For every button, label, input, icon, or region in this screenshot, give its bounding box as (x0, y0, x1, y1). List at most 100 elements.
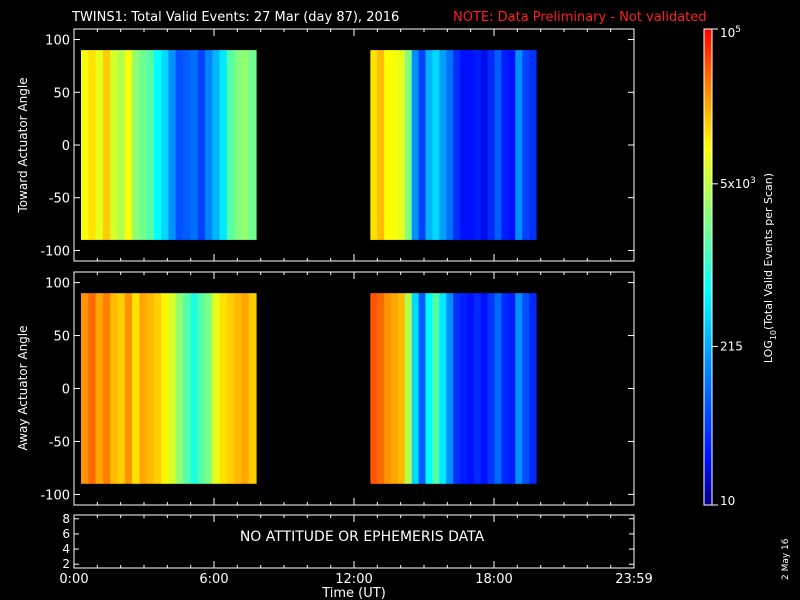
toward-ylabel: Toward Actuator Angle (16, 77, 30, 213)
heatmap-column (102, 293, 111, 484)
away-ylabel: Away Actuator Angle (16, 325, 30, 450)
y-tick-label: 100 (45, 34, 70, 49)
heatmap-column (370, 293, 378, 484)
heatmap-column (439, 50, 447, 240)
heatmap-column (234, 50, 243, 240)
heatmap-column (384, 50, 392, 240)
heatmap-column (418, 293, 427, 484)
heatmap-column (241, 50, 250, 240)
heatmap-column (183, 50, 191, 240)
heatmap-column (411, 50, 420, 240)
heatmap-column (446, 50, 454, 240)
heatmap-column (132, 50, 140, 240)
heatmap-column (197, 50, 206, 240)
heatmap-column (480, 50, 489, 240)
heatmap-column (397, 50, 406, 240)
heatmap-column (377, 50, 385, 240)
heatmap-column (234, 293, 243, 484)
heatmap-column (460, 50, 468, 240)
heatmap-column (494, 50, 503, 240)
x-tick-label: 6:00 (199, 572, 228, 587)
preliminary-note: NOTE: Data Preliminary - Not validated (453, 10, 707, 25)
heatmap-column (212, 50, 221, 240)
heatmap-column (110, 50, 119, 240)
heatmap-column (146, 293, 155, 484)
heatmap-column (391, 50, 399, 240)
y-tick-label: -50 (49, 192, 70, 207)
heatmap-column (139, 293, 148, 484)
y-tick-label: 6 (62, 527, 70, 541)
heatmap-column (473, 50, 482, 240)
heatmap-column (132, 293, 140, 484)
heatmap-column (501, 50, 509, 240)
heatmap-column (219, 293, 228, 484)
heatmap-column (494, 293, 503, 484)
heatmap-column (432, 293, 440, 484)
heatmap-column (219, 50, 228, 240)
heatmap-column (404, 293, 413, 484)
heatmap-column (439, 293, 447, 484)
heatmap-column (508, 50, 516, 240)
heatmap-column (466, 50, 475, 240)
heatmap-column (190, 293, 199, 484)
away-panel: 100 50 0 -50 -100 Away Actuator Angle (16, 271, 635, 506)
heatmap-column (432, 50, 440, 240)
x-tick-label: 12:00 (335, 572, 372, 587)
heatmap-column (146, 50, 155, 240)
heatmap-column (522, 50, 530, 240)
y-tick-label: 0 (62, 139, 70, 154)
heatmap-column (411, 293, 420, 484)
heatmap-column (404, 50, 413, 240)
heatmap-column (204, 293, 213, 484)
heatmap-column (241, 293, 250, 484)
x-tick-label: 0:00 (59, 572, 88, 587)
heatmap-column (124, 50, 133, 240)
colorbar-tick-label: 5x103 (720, 176, 756, 191)
y-tick-label: 8 (62, 512, 70, 526)
heatmap-column (168, 50, 177, 240)
heatmap-column (175, 293, 184, 484)
heatmap-column (161, 50, 170, 240)
heatmap-column (466, 293, 475, 484)
y-tick-label: 4 (62, 542, 70, 556)
heatmap-column (418, 50, 427, 240)
heatmap-column (124, 293, 133, 484)
heatmap-column (453, 50, 461, 240)
heatmap-column (529, 293, 537, 484)
y-tick-label: -100 (40, 488, 70, 503)
heatmap-column (190, 50, 199, 240)
heatmap-column (480, 293, 489, 484)
heatmap-column (139, 50, 148, 240)
heatmap-column (117, 50, 126, 240)
toward-panel: 100 50 0 -50 -100 Toward Actuator Angle (16, 28, 635, 262)
chart-title: TWINS1: Total Valid Events: 27 Mar (day … (71, 10, 399, 25)
away-y-ticks: 100 50 0 -50 -100 (40, 277, 634, 503)
heatmap-column (425, 50, 434, 240)
heatmap-column (487, 293, 496, 484)
heatmap-column (197, 293, 206, 484)
heatmap-column (460, 293, 468, 484)
heatmap-column (501, 293, 509, 484)
x-axis-ticks: 0:00 6:00 12:00 18:00 23:59 (59, 29, 653, 587)
heatmap-column (226, 293, 235, 484)
heatmap-column (487, 50, 496, 240)
heatmap-column (161, 293, 170, 484)
colorbar-tick-label: 215 (720, 339, 743, 353)
heatmap-column (153, 50, 162, 240)
colorbar-tick-label: 105 (720, 25, 741, 40)
y-tick-label: 0 (62, 383, 70, 398)
heatmap-column (248, 50, 257, 240)
x-tick-label: 23:59 (615, 572, 652, 587)
heatmap-column (95, 50, 104, 240)
heatmap-column (397, 293, 406, 484)
heatmap-column (425, 293, 434, 484)
heatmap-column (226, 50, 235, 240)
colorbar (703, 28, 713, 506)
heatmap-column (175, 50, 184, 240)
heatmap-column (81, 293, 89, 484)
heatmap-column (88, 293, 97, 484)
heatmap-column (153, 293, 162, 484)
heatmap-column (446, 293, 454, 484)
